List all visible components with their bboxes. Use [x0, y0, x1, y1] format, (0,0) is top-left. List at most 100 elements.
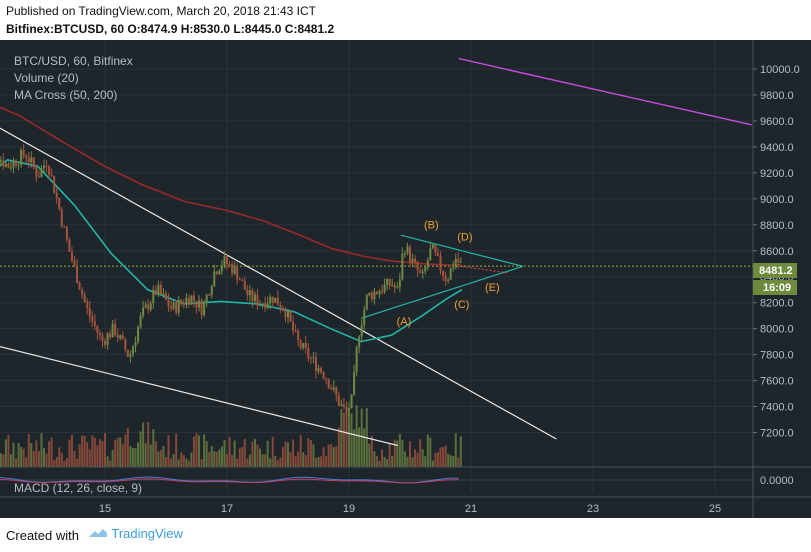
volume-bar	[58, 447, 61, 467]
candle-body	[104, 341, 106, 345]
volume-bar	[149, 444, 152, 467]
volume-bar	[2, 454, 5, 467]
volume-bar	[243, 438, 246, 467]
volume-bar	[330, 444, 333, 467]
candle-body	[264, 303, 267, 308]
candle-body	[190, 295, 193, 305]
candle-body	[327, 379, 330, 389]
volume-bar	[332, 446, 335, 467]
y-tick-label: 8000.0	[760, 324, 794, 336]
volume-bar	[363, 428, 366, 467]
x-tick-label: 25	[709, 503, 721, 515]
candle-body	[429, 248, 432, 261]
x-tick-label: 19	[343, 503, 355, 515]
candle-body	[170, 306, 173, 309]
candle-body	[96, 325, 99, 333]
volume-bar	[7, 435, 10, 467]
candle-body	[350, 394, 353, 409]
volume-bar	[12, 442, 15, 467]
candle-body	[238, 279, 241, 281]
candle-body	[187, 297, 190, 305]
candle-body	[416, 262, 419, 271]
volume-bar	[121, 444, 124, 467]
volume-bar	[109, 460, 112, 467]
wave-label: (A)	[397, 316, 412, 328]
y-tick-label: 8800.0	[760, 220, 794, 232]
volume-bar	[45, 453, 48, 467]
volume-bar	[421, 449, 424, 467]
candle-body	[137, 327, 140, 342]
candle-body	[192, 295, 195, 301]
tradingview-brand[interactable]: TradingView	[88, 526, 183, 541]
candle-body	[45, 165, 48, 167]
volume-bar	[373, 451, 376, 467]
volume-bar	[335, 446, 338, 467]
volume-bar	[391, 455, 394, 467]
candle-body	[58, 197, 61, 210]
candle-body	[43, 165, 45, 169]
volume-bar	[345, 410, 348, 467]
candle-body	[325, 378, 328, 380]
candle-body	[279, 305, 282, 309]
candle-body	[109, 333, 112, 338]
triangle-lower-line	[361, 265, 524, 319]
candle-body	[139, 315, 142, 328]
candle-body	[147, 304, 150, 310]
candle-body	[289, 310, 292, 322]
candle-body	[358, 336, 361, 348]
volume-bar	[386, 459, 389, 467]
candle-body	[149, 303, 152, 310]
volume-bar	[215, 451, 218, 467]
volume-bar	[401, 439, 404, 467]
volume-bar	[96, 445, 99, 467]
candle-body	[126, 349, 129, 357]
candle-body	[383, 284, 386, 293]
volume-bar	[142, 422, 145, 467]
candle-body	[320, 368, 323, 373]
volume-bar	[304, 455, 307, 467]
volume-bar	[375, 455, 378, 467]
candle-body	[86, 301, 89, 308]
volume-bar	[55, 456, 58, 467]
volume-bar	[358, 427, 361, 467]
volume-bar	[307, 438, 310, 467]
volume-bar	[312, 444, 315, 467]
candle-body	[101, 335, 104, 342]
wave-label: (B)	[424, 220, 439, 232]
candle-body	[152, 289, 155, 304]
volume-bar	[180, 452, 183, 467]
candle-body	[236, 266, 239, 280]
candle-body	[378, 291, 381, 295]
candle-body	[60, 209, 63, 227]
candle-body	[185, 297, 188, 305]
y-tick-label: 7800.0	[760, 350, 794, 362]
volume-bar	[276, 460, 279, 467]
candle-body	[162, 293, 165, 295]
candle-body	[0, 160, 2, 162]
candle-body	[78, 283, 81, 290]
candle-body	[88, 307, 91, 317]
candle-body	[276, 297, 279, 306]
volume-bar	[165, 457, 167, 467]
candle-body	[266, 303, 269, 308]
volume-bar	[63, 460, 66, 467]
volume-bar	[431, 460, 434, 467]
lower-trendline	[0, 346, 398, 447]
candle-body	[287, 310, 289, 318]
wave-labels: (A) (B) (C) (D) (E)	[397, 220, 500, 328]
volume-bar	[0, 453, 2, 467]
price-chart[interactable]: (A) (B) (C) (D) (E) 0.0000 10000.0 9800.0 9600…	[0, 40, 811, 518]
volume-bar	[131, 448, 134, 467]
volume-bar	[78, 444, 81, 467]
candle-body	[22, 150, 25, 156]
last-price-value: 8481.2	[759, 265, 793, 277]
candle-body	[114, 323, 117, 336]
candle-body	[220, 265, 223, 272]
volume-bar	[309, 439, 312, 467]
volume-bar	[223, 440, 226, 467]
candle-body	[157, 285, 160, 295]
volume-bar	[190, 452, 193, 467]
volume-bar	[50, 437, 53, 467]
candle-body	[459, 262, 462, 264]
volume-bar	[35, 440, 38, 467]
